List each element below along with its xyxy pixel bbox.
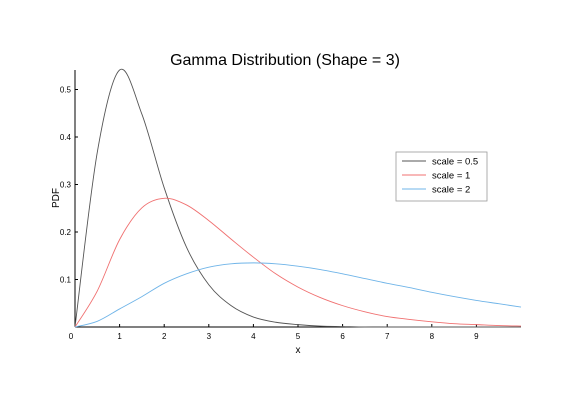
chart-title: Gamma Distribution (Shape = 3) — [170, 52, 400, 69]
legend-label: scale = 0.5 — [432, 157, 478, 168]
x-tick-label: 6 — [340, 332, 345, 341]
series-line-2 — [74, 197, 522, 328]
x-tick-label: 9 — [474, 332, 479, 341]
x-tick-label: 4 — [251, 332, 256, 341]
x-tick-label: 3 — [207, 332, 212, 341]
y-tick-label: 0.3 — [60, 181, 72, 190]
series-line-1 — [74, 68, 521, 328]
y-tick-label: 0.2 — [60, 228, 72, 237]
legend-label: scale = 2 — [432, 185, 470, 196]
y-axis-label: PDF — [51, 188, 62, 208]
legend-label: scale = 1 — [432, 171, 470, 182]
x-tick-label: 1 — [117, 332, 122, 341]
x-tick-label: 5 — [296, 332, 301, 341]
x-tick-label: 7 — [385, 332, 390, 341]
x-axis-label: x — [296, 345, 301, 356]
legend: scale = 0.5 scale = 1 scale = 2 — [395, 151, 488, 202]
plot-area: 0 1 2 3 4 5 6 7 8 9 0.1 0.2 0.3 0.4 0.5 — [60, 68, 522, 341]
y-tick-label: 0.5 — [60, 86, 72, 95]
x-tick-label: 8 — [430, 332, 435, 341]
x-tick-label: 2 — [162, 332, 167, 341]
legend-box — [395, 151, 488, 202]
series-lines — [74, 68, 522, 328]
y-ticks: 0.1 0.2 0.3 0.4 0.5 — [60, 86, 78, 285]
y-tick-label: 0.1 — [60, 276, 72, 285]
x-tick-label: 0 — [69, 332, 74, 341]
y-tick-label: 0.4 — [60, 133, 72, 142]
series-line-3 — [74, 262, 522, 328]
